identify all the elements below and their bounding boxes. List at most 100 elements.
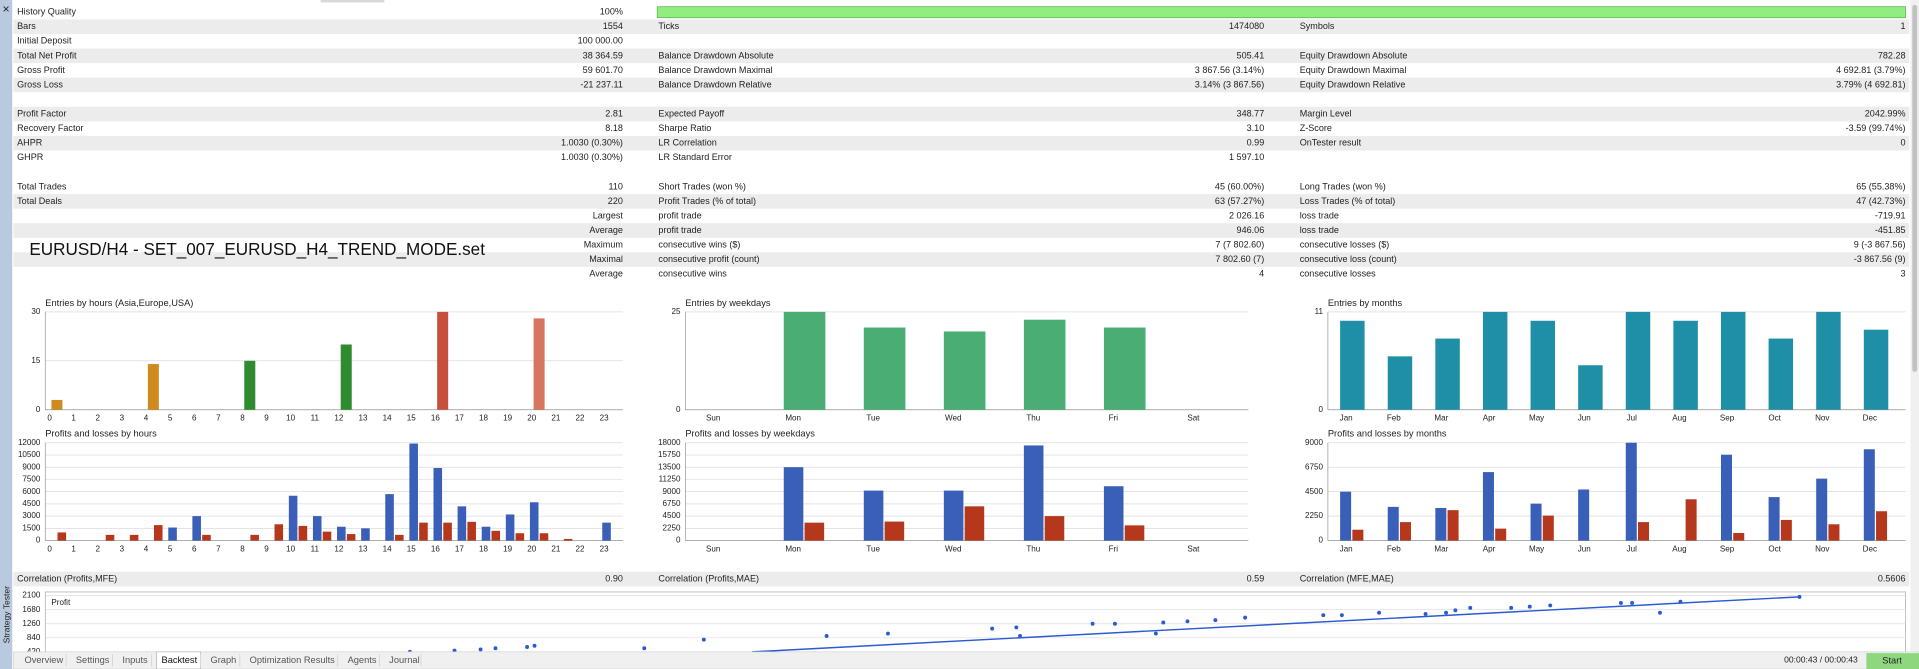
bar <box>863 327 906 410</box>
field-label: Initial Deposit <box>17 36 72 46</box>
bar <box>1542 515 1554 541</box>
bar <box>863 490 884 541</box>
x-tick-label: 19 <box>503 544 512 553</box>
x-tick-label: 22 <box>575 544 584 553</box>
scatter-point <box>1185 619 1190 624</box>
x-tick-label: 23 <box>600 413 609 422</box>
bar <box>1352 529 1364 541</box>
x-tick-label: 21 <box>551 544 560 553</box>
tab[interactable]: Agents <box>348 655 377 665</box>
elapsed-time: 00:00:43 / 00:00:43 <box>1784 655 1858 665</box>
scroll-thumb[interactable] <box>1912 4 1918 372</box>
field-value: 38 364.59 <box>583 50 623 60</box>
start-button[interactable] <box>1866 653 1919 669</box>
bar <box>1780 519 1792 541</box>
scatter-point <box>1618 600 1623 605</box>
x-tick-label: Sep <box>1720 544 1735 553</box>
y-tick-label: 0 <box>1318 536 1323 545</box>
scatter-point <box>1339 613 1344 618</box>
field-label: profit trade <box>658 210 701 220</box>
x-tick-label: Nov <box>1815 413 1829 422</box>
bar <box>481 526 491 541</box>
x-tick-label: 14 <box>383 413 392 422</box>
y-tick-label: 15750 <box>658 450 681 459</box>
x-tick-label: 4 <box>144 413 149 422</box>
field-label: History Quality <box>17 7 76 17</box>
field-label: Correlation (MFE,MAE) <box>1300 573 1394 583</box>
y-tick-label: 4500 <box>663 511 681 520</box>
field-value: 1 <box>1900 21 1905 31</box>
x-tick-label: 22 <box>575 413 584 422</box>
row-shade <box>13 77 1910 93</box>
bar <box>192 516 201 541</box>
scatter-point <box>642 646 647 651</box>
field-value: 2042.99% <box>1865 109 1906 119</box>
bar <box>1530 320 1556 410</box>
x-tick-label: Feb <box>1387 544 1401 553</box>
tab[interactable]: Optimization Results <box>250 655 335 665</box>
tab[interactable]: Settings <box>76 655 110 665</box>
bar <box>1495 528 1507 541</box>
bar <box>437 311 449 410</box>
bar <box>409 443 418 541</box>
field-value: 100% <box>600 7 623 17</box>
bar <box>395 534 404 541</box>
x-tick-label: 3 <box>120 413 125 422</box>
field-label: Equity Drawdown Absolute <box>1300 50 1408 60</box>
x-tick-label: 16 <box>431 544 440 553</box>
y-tick-label: 6750 <box>663 499 681 508</box>
x-tick-label: 21 <box>551 413 560 422</box>
scatter-point <box>1797 594 1802 599</box>
bar <box>312 516 322 541</box>
scatter-point <box>1468 605 1473 610</box>
bar <box>202 534 211 541</box>
x-tick-label: 4 <box>144 544 149 553</box>
tab[interactable]: Overview <box>24 655 63 665</box>
bar <box>1103 327 1146 410</box>
x-tick-label: Fri <box>1109 544 1119 553</box>
field-label: consecutive loss (count) <box>1300 254 1397 264</box>
x-tick-label: 23 <box>600 544 609 553</box>
x-tick-label: 15 <box>407 413 416 422</box>
scatter-point <box>1112 621 1117 626</box>
tab[interactable]: Backtest <box>162 655 198 665</box>
field-label: Margin Level <box>1300 109 1352 119</box>
field-label: Expected Payoff <box>658 109 724 119</box>
bar <box>505 514 515 541</box>
x-tick-label: 5 <box>168 413 173 422</box>
y-tick-label: 9000 <box>663 487 681 496</box>
field-label: consecutive profit (count) <box>658 254 759 264</box>
bar <box>340 344 352 410</box>
bar <box>1435 338 1460 410</box>
bar <box>533 318 545 410</box>
scatter-point <box>1213 618 1218 623</box>
x-tick-label: 20 <box>527 413 536 422</box>
side-strip <box>0 0 13 669</box>
bar <box>804 522 825 541</box>
top-tab-edge <box>320 0 385 3</box>
start-label[interactable]: Start <box>1882 656 1902 666</box>
close-button[interactable]: × <box>3 2 10 16</box>
x-tick-label: Apr <box>1483 544 1496 553</box>
bar <box>129 534 139 541</box>
field-value: 0.99 <box>1247 138 1265 148</box>
tab[interactable]: Journal <box>389 655 419 665</box>
tab[interactable]: Graph <box>211 655 237 665</box>
tab[interactable]: Inputs <box>122 655 148 665</box>
field-value: 0.59 <box>1247 573 1265 583</box>
x-tick-label: 14 <box>383 544 392 553</box>
bar <box>274 524 284 541</box>
field-value: 2 026.16 <box>1229 210 1264 220</box>
bar <box>457 506 467 541</box>
field-label: Bars <box>17 21 36 31</box>
row-shade <box>13 48 1910 64</box>
row-shade <box>13 19 1910 35</box>
bar <box>1124 525 1145 541</box>
field-label: AHPR <box>17 138 43 148</box>
bar <box>1578 365 1603 410</box>
field-label: Correlation (Profits,MAE) <box>658 573 759 583</box>
x-tick-label: Mar <box>1434 413 1448 422</box>
chart-title: Profit <box>51 598 71 607</box>
y-tick-label: 1260 <box>22 619 40 628</box>
x-tick-label: Apr <box>1483 413 1496 422</box>
